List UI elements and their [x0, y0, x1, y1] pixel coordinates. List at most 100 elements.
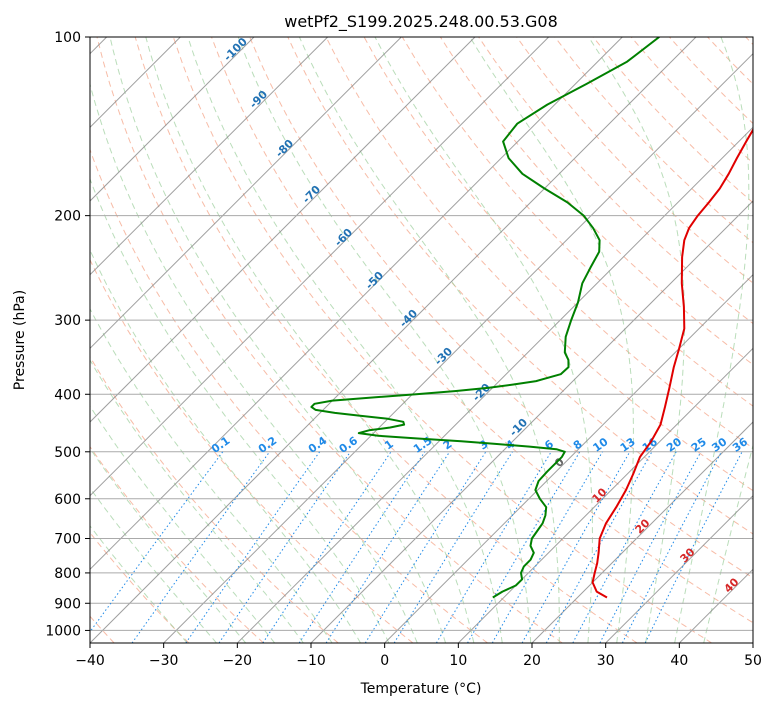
- dry-adiabat-line: [90, 258, 414, 643]
- dry-adiabat-line: [96, 37, 563, 643]
- moist-adiabat-line: [90, 525, 188, 643]
- y-tick-label: 800: [54, 566, 81, 582]
- isotherm-line: [90, 37, 697, 643]
- isotherm-line: [752, 642, 753, 643]
- x-tick-label: 0: [380, 653, 389, 669]
- y-axis-ticks: 100 200 300 400 500 600 700 800 900 1000: [45, 30, 90, 639]
- isotherm-label: -40: [397, 307, 420, 330]
- dry-adiabat-line: [554, 37, 753, 244]
- y-tick-label: 900: [54, 596, 81, 612]
- y-tick-label: 200: [54, 209, 81, 225]
- isotherm-line: [457, 347, 753, 643]
- mixing-ratio-label: 6: [542, 437, 556, 452]
- dry-adiabat-line: [90, 355, 339, 643]
- moist-adiabats: [90, 37, 753, 643]
- mixing-ratio-line: [364, 451, 487, 643]
- y-tick-label: 600: [54, 492, 81, 508]
- isotherm-label: -80: [273, 137, 296, 160]
- x-tick-label: 20: [523, 653, 541, 669]
- mixing-ratio-line: [325, 451, 451, 643]
- isotherm-label: -100: [221, 35, 250, 64]
- moist-adiabat-line: [187, 37, 503, 643]
- moist-adiabat-line: [145, 37, 475, 643]
- y-tick-label: 100: [54, 30, 81, 46]
- isotherm-line: [90, 37, 255, 202]
- mixing-ratio-labels: 0.1 0.2 0.4 0.6 1 1.5 2 3 4 6 8 10 13 16 20 25 30 36: [209, 434, 750, 456]
- isotherm-line: [605, 494, 753, 643]
- mixing-ratio-line: [599, 451, 702, 643]
- mixing-ratio-line: [545, 451, 653, 643]
- mixing-ratio-label: 0.6: [337, 434, 361, 456]
- dry-adiabat-line: [249, 37, 753, 579]
- isotherm-line: [236, 126, 753, 643]
- y-tick-label: 300: [54, 313, 81, 329]
- x-tick-label: 10: [449, 653, 467, 669]
- y-tick-label: 400: [54, 387, 81, 403]
- moist-adiabat-line: [90, 405, 276, 643]
- mixing-ratio-line: [644, 451, 743, 643]
- isotherms: [90, 37, 753, 643]
- moist-adiabat-line: [90, 487, 217, 643]
- mixing-ratio-line: [218, 451, 351, 643]
- dry-adiabat-line: [287, 37, 753, 535]
- mixing-ratio-line: [298, 451, 426, 643]
- x-tick-label: 50: [744, 653, 762, 669]
- x-axis-title: Temperature (°C): [360, 681, 482, 697]
- moist-adiabat-line: [674, 37, 750, 643]
- dry-adiabat-line: [90, 445, 264, 643]
- isotherm-line: [90, 37, 329, 276]
- dry-adiabat-line: [211, 37, 753, 624]
- moist-adiabat-line: [588, 37, 685, 643]
- moist-adiabat-line: [703, 443, 753, 643]
- isotherm-label: 20: [633, 516, 653, 536]
- dry-adiabat-line: [134, 37, 638, 643]
- mixing-ratio-line: [572, 451, 677, 643]
- dry-adiabat-line: [172, 37, 712, 643]
- x-tick-label: −30: [149, 653, 179, 669]
- isotherm-label: -20: [470, 381, 493, 404]
- mixing-ratio-line: [435, 451, 552, 643]
- y-axis-title: Pressure (hPa): [12, 290, 28, 390]
- dry-adiabat-line: [707, 37, 753, 85]
- isotherm-line: [90, 37, 476, 423]
- temperature-profile-line: [591, 127, 753, 599]
- moist-adiabat-line: [90, 447, 247, 643]
- mixing-ratio-label: 0.4: [306, 434, 330, 456]
- isotherm-line: [90, 37, 623, 571]
- isotherm-label: -90: [247, 88, 270, 111]
- moist-adiabat-line: [109, 37, 447, 643]
- moist-adiabat-line: [90, 82, 418, 643]
- mixing-ratio-label: 3: [477, 437, 491, 452]
- isotherm-label: 30: [678, 545, 698, 565]
- moist-adiabat-line: [90, 177, 390, 643]
- isotherm-label: -70: [300, 183, 323, 206]
- plot-frame: [89, 36, 754, 644]
- moist-adiabat-line: [90, 307, 333, 643]
- x-tick-label: −20: [223, 653, 253, 669]
- isotherm-label: -30: [432, 345, 455, 368]
- dry-adiabat-line: [325, 37, 753, 492]
- dry-adiabat-line: [90, 531, 190, 643]
- mixing-ratio-line: [185, 451, 321, 643]
- mixing-ratio-line: [521, 451, 631, 643]
- mixing-ratio-lines: [90, 451, 743, 643]
- x-tick-label: 30: [597, 653, 615, 669]
- dry-adiabat-line: [90, 148, 488, 643]
- chart-title: wetPf2_S199.2025.248.00.53.G08: [284, 12, 558, 32]
- isotherm-line: [90, 37, 550, 497]
- x-tick-label: −40: [75, 653, 105, 669]
- dry-adiabats: [90, 37, 753, 643]
- dry-adiabat-line: [745, 37, 753, 46]
- moist-adiabat-line: [469, 37, 634, 643]
- mixing-ratio-line: [262, 451, 392, 643]
- isotherm-line: [90, 37, 402, 350]
- dewpoint-profile-line: [310, 37, 660, 599]
- mixing-ratio-line: [90, 451, 224, 633]
- isotherm-line: [531, 421, 753, 643]
- isotherm-label: 40: [722, 575, 742, 595]
- mixing-ratio-label: 0.1: [209, 434, 232, 456]
- x-tick-label: −10: [296, 653, 326, 669]
- pressure-gridlines: [90, 37, 753, 631]
